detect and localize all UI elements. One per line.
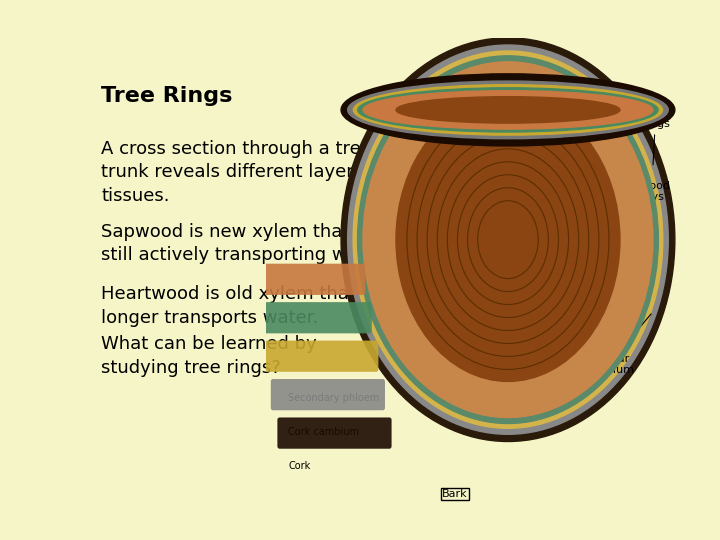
Text: Bark: Bark <box>442 489 468 500</box>
Text: Sapwood is new xylem that is
still actively transporting water.: Sapwood is new xylem that is still activ… <box>101 223 387 265</box>
Ellipse shape <box>363 62 653 417</box>
Text: Sapwood: Sapwood <box>582 266 634 321</box>
Text: Heartwood is old xylem that no
longer transports water.: Heartwood is old xylem that no longer tr… <box>101 285 384 327</box>
Text: Cork cambium: Cork cambium <box>288 427 359 437</box>
Text: Wood
rays: Wood rays <box>640 181 671 213</box>
Ellipse shape <box>341 38 675 442</box>
Ellipse shape <box>353 51 663 428</box>
FancyBboxPatch shape <box>271 379 385 410</box>
Text: Cork: Cork <box>288 461 310 470</box>
Ellipse shape <box>358 88 658 132</box>
Text: Heartwood: Heartwood <box>533 240 644 273</box>
FancyBboxPatch shape <box>258 302 372 333</box>
Text: Tree Rings: Tree Rings <box>101 85 233 106</box>
Ellipse shape <box>348 45 668 434</box>
Text: What can be learned by
studying tree rings?: What can be learned by studying tree rin… <box>101 335 317 377</box>
Ellipse shape <box>396 98 620 381</box>
Text: Rings: Rings <box>640 119 670 165</box>
FancyBboxPatch shape <box>264 341 379 372</box>
Ellipse shape <box>341 74 675 146</box>
FancyBboxPatch shape <box>277 417 392 449</box>
Ellipse shape <box>348 81 668 139</box>
Text: Secondary phloem: Secondary phloem <box>288 393 379 403</box>
Ellipse shape <box>396 97 620 123</box>
Text: A cross section through a tree
trunk reveals different layers of
tissues.: A cross section through a tree trunk rev… <box>101 140 387 205</box>
Ellipse shape <box>363 91 653 129</box>
Text: Vascular
cambium: Vascular cambium <box>582 314 651 375</box>
Ellipse shape <box>354 85 662 135</box>
Ellipse shape <box>358 56 658 423</box>
FancyBboxPatch shape <box>251 264 365 295</box>
